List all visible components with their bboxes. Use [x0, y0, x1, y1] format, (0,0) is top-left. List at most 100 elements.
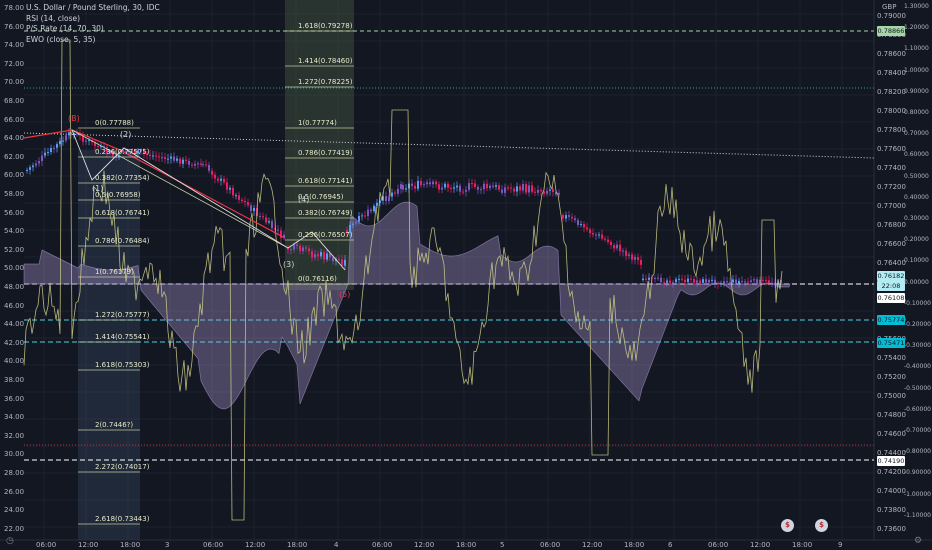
candle [592, 232, 594, 235]
candle [543, 191, 545, 194]
fib-level-label: 0.382(0.77354) [95, 174, 150, 182]
rsi-tick-label: 44.00 [4, 320, 25, 329]
candle [441, 187, 443, 190]
time-tick-label: 06:00 [203, 541, 224, 549]
ewo-tick-label: -0.10000 [904, 299, 931, 307]
candle [274, 228, 276, 230]
candle [194, 163, 196, 166]
settings-gear-icon[interactable]: ⚙ [914, 536, 923, 546]
candle [326, 253, 328, 260]
candle [447, 183, 449, 188]
candle [161, 157, 163, 159]
fib-level-label: 0.236(0.77575) [95, 148, 150, 156]
ewo-tick-label: 0.60000 [904, 151, 929, 159]
timezone-icon[interactable]: ◷ [6, 536, 14, 546]
rsi-legend[interactable]: RSI (14, close) [26, 13, 81, 23]
ewo-legend[interactable]: EWO (close, 5, 35) [26, 34, 96, 44]
candle [103, 146, 105, 148]
candle [631, 254, 633, 260]
fib-level-label: 0.382(0.76749) [298, 209, 353, 217]
candle [211, 170, 213, 175]
us-flag-icon[interactable]: $ [780, 518, 795, 533]
candle [622, 250, 624, 252]
candle [131, 151, 133, 153]
price-tick-label: 0.73800 [877, 506, 906, 514]
candle [693, 278, 695, 283]
candle [687, 278, 689, 283]
candle [465, 189, 467, 192]
fib-zone-right [285, 0, 354, 290]
candle [152, 155, 154, 157]
candle [247, 202, 249, 206]
price-tick-label: 0.75200 [877, 373, 906, 381]
price-tag: 0.75774 [877, 315, 905, 325]
price-tick-label: 0.74200 [877, 468, 906, 476]
candle [546, 190, 548, 194]
ewo-tick-label: -1.00000 [904, 490, 931, 498]
candle [552, 189, 554, 193]
candle [134, 151, 136, 154]
ps-rate-legend[interactable]: P/S Rate (14, 70, 30) [26, 24, 104, 33]
candle [720, 283, 722, 285]
time-tick-label: 12:00 [582, 541, 603, 549]
candle [672, 282, 674, 284]
candle [417, 180, 419, 189]
candle [176, 158, 178, 161]
fib-level-label: 2.272(0.74017) [95, 463, 150, 471]
candle [759, 279, 761, 285]
rsi-tick-label: 50.00 [4, 264, 25, 273]
price-tick-label: 0.77400 [877, 164, 906, 172]
fib-level-label: 0.5(0.76958) [95, 191, 141, 199]
candle [507, 187, 509, 189]
candle [332, 257, 334, 262]
candle [607, 239, 609, 242]
us-flag-icon[interactable]: $ [814, 518, 829, 533]
candle [705, 279, 707, 283]
candle [762, 279, 764, 281]
fib-level-label: 1(0.77774) [298, 119, 337, 127]
price-tag: 0.78866 [877, 26, 905, 36]
rsi-tick-label: 24.00 [4, 506, 25, 515]
candle [323, 252, 325, 260]
candle [287, 248, 289, 250]
ewo-tick-label: -0.90000 [904, 469, 931, 477]
candle [495, 185, 497, 187]
candle [290, 249, 292, 251]
ewo-tick-label: 0.90000 [904, 87, 929, 95]
price-tick-label: 0.79000 [877, 12, 906, 20]
candle [666, 280, 668, 283]
candle [640, 260, 642, 265]
price-tick-label: 0.73600 [877, 525, 906, 533]
candle [531, 185, 533, 192]
price-tick-label: 0.76400 [877, 259, 906, 267]
candle [241, 199, 243, 202]
candle [302, 247, 304, 252]
candle [708, 279, 710, 283]
price-tick-label: 0.78000 [877, 107, 906, 115]
symbol-title[interactable]: U.S. Dollar / Pound Sterling, 30, IDC [26, 3, 160, 12]
fib-level-label: 0(0.76116) [298, 275, 337, 283]
candle [164, 157, 166, 159]
candle [379, 200, 381, 203]
wave-label: (B) [68, 114, 80, 123]
fib-level-label: 1.414(0.78460) [298, 57, 353, 65]
candle [486, 183, 488, 189]
candle [217, 178, 219, 181]
candle [202, 164, 204, 166]
candle [385, 196, 387, 202]
ewo-tick-label: 0.80000 [904, 109, 929, 116]
candle [589, 229, 591, 233]
rsi-tick-label: 26.00 [4, 487, 25, 496]
ewo-tick-label: -1.10000 [904, 511, 931, 519]
candle [771, 282, 773, 284]
candle [756, 279, 758, 285]
candle [82, 135, 84, 142]
rsi-tick-label: 52.00 [4, 245, 25, 254]
candle [352, 223, 354, 225]
price-tag: 0.76182 [877, 271, 905, 281]
candle [200, 163, 202, 165]
candle [170, 156, 172, 159]
fib-level-label: 1.618(0.75303) [95, 361, 150, 369]
wave-label: (3) [283, 260, 295, 269]
